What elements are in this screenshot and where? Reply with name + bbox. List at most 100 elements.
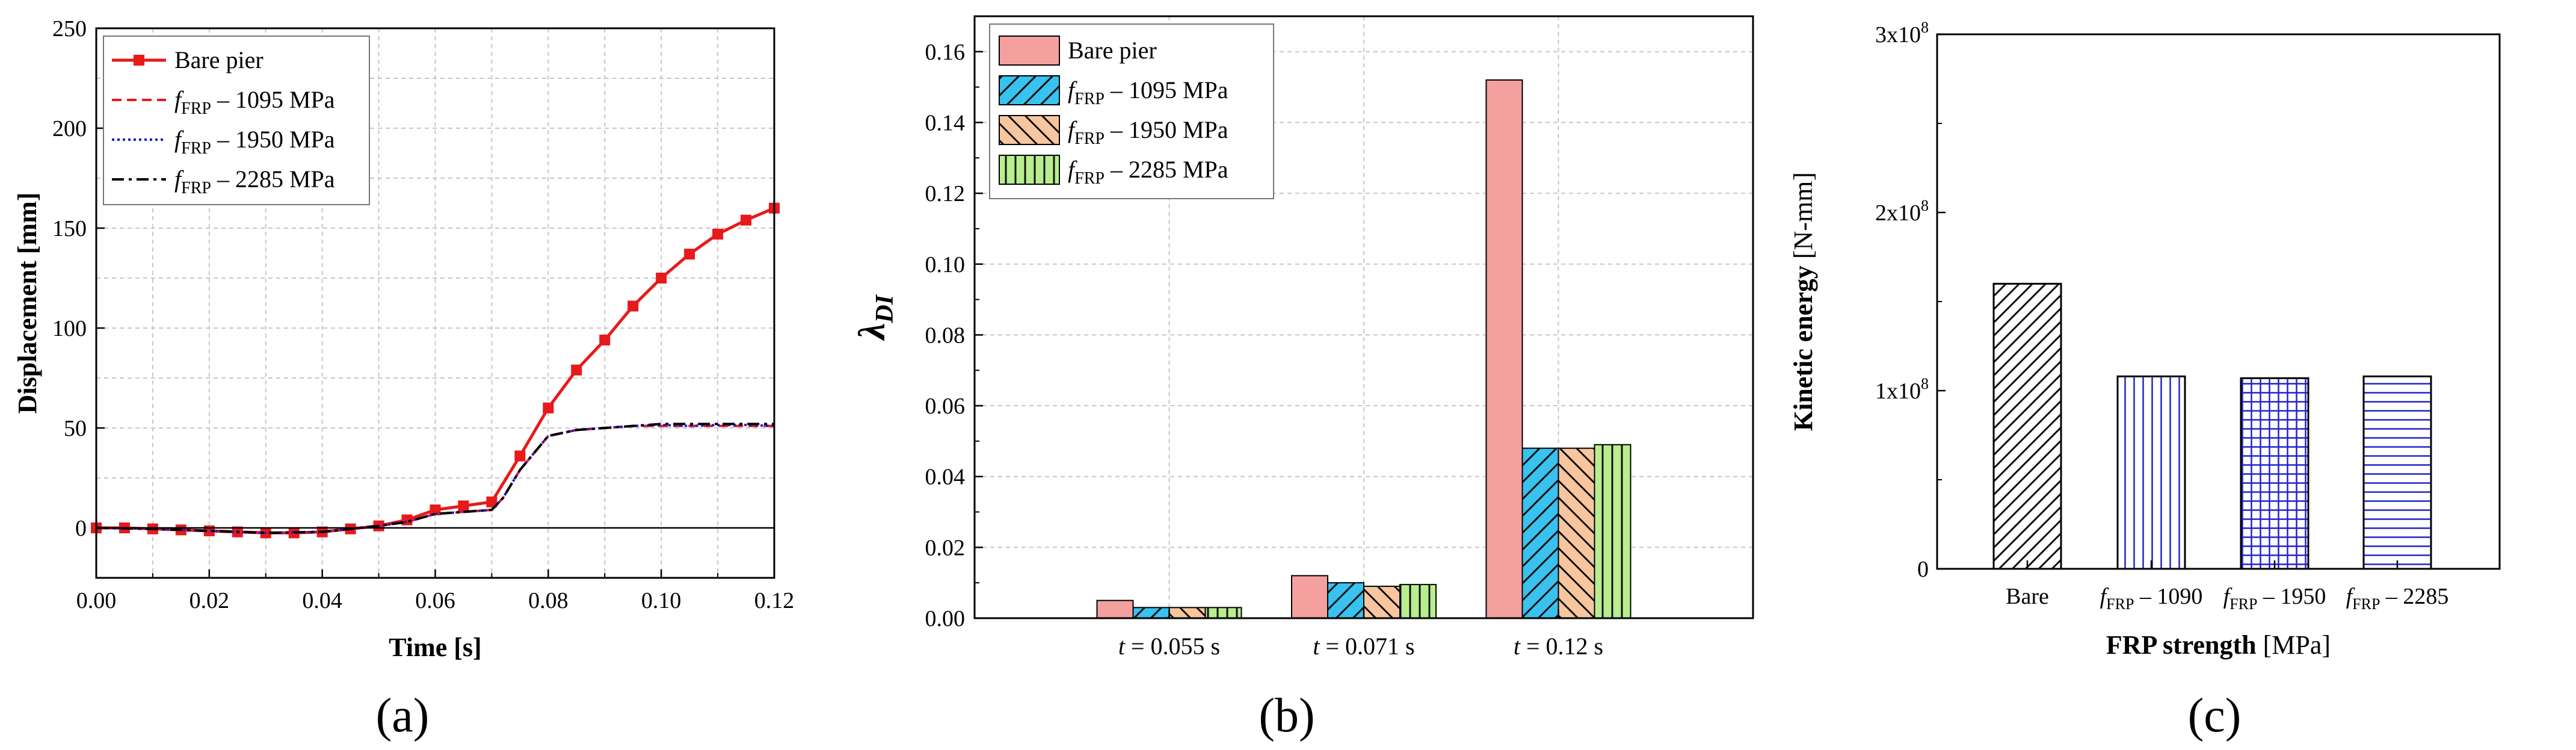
legend-label-rest: – 1950 MPa [1105,116,1228,143]
panel-label-b: (b) [1259,689,1314,742]
chart-b-damage-index: 0.00 0.02 0.04 0.06 0.08 0.10 0.12 0.14 0.16 t = … [852,15,1754,660]
y-axis-label-sub: DI [871,294,899,323]
bar-pattern [2118,377,2184,568]
x-category-label: fFRP – 1090 [2100,584,2203,613]
x-category-var: t [1514,633,1521,660]
x-axis-label-rest: [MPa] [2257,630,2331,660]
legend-label: Bare pier [174,46,263,73]
plot-frame [95,27,775,579]
bar-pattern [2364,377,2430,568]
y-tick-label: 0.02 [925,535,966,560]
y-tick-base: 2x10 [1875,200,1921,226]
data-marker [741,214,752,226]
bar-hatch [1558,448,1595,618]
y-tick-label: 1x108 [1875,375,1929,404]
data-marker [430,504,441,516]
data-marker [514,450,526,462]
y-tick-label: 0.08 [925,323,966,348]
legend-label-rest: – 2285 MPa [1105,156,1228,183]
legend-label: fFRP – 2285 MPa [1068,156,1228,188]
x-axis-label: FRP strength [MPa] [2106,630,2331,660]
y-tick-label: 2x108 [1875,197,1929,226]
y-tick-label: 0.10 [925,252,966,277]
y-axis-label: λDI [852,294,899,341]
x-category-var: t [1313,633,1320,660]
data-marker [684,249,695,260]
legend-label: fFRP – 2285 MPa [174,166,335,197]
y-tick-base: 0 [1917,557,1929,582]
x-category-var: t [1118,633,1126,660]
y-tick-label: 0.12 [925,181,966,206]
legend-label-sub: FRP [181,179,211,197]
y-tick-label: 200 [52,116,87,141]
data-marker [599,334,611,346]
bar-pattern [2242,379,2308,568]
x-category-rest: = 0.12 s [1520,633,1603,660]
legend-swatch-marker [134,55,144,66]
data-marker [458,500,469,512]
y-tick-base: 1x10 [1875,379,1921,404]
y-tick-label: 0.14 [925,110,966,135]
legend-label-rest: – 2285 MPa [211,166,335,193]
bar-hatch [1594,444,1631,618]
legend-label-sub: FRP [1074,90,1105,108]
data-marker [656,273,667,284]
y-axis-label: Kinetic energy [N-mm] [1789,172,1818,431]
data-marker [712,228,724,240]
x-category-label: fFRP – 2285 [2346,584,2449,613]
series-line-4 [96,423,774,535]
data-marker [571,364,582,376]
chart-a-displacement: 0.00 0.02 0.04 0.06 0.08 0.10 0.12 0 50 100 150 200… [13,16,794,662]
x-tick-label: 0.08 [528,588,569,613]
y-tick-exp: 8 [1921,19,1929,36]
y-axis-label-bold: Kinetic energy [1789,265,1818,431]
legend-box [103,36,370,205]
y-tick-label: 100 [52,316,87,341]
bar-hatch [1364,586,1400,618]
panel-label-c: (c) [2188,689,2242,742]
legend-swatch-hatch [999,155,1059,184]
y-tick-label: 0.16 [925,40,966,65]
bar-series-1 [1096,600,1134,619]
y-tick-label: 150 [52,216,87,241]
bar-hatch [1133,607,1169,618]
series-line-3 [96,424,775,535]
y-tick-label: 0.00 [925,606,966,631]
y-tick-label: 0.04 [925,465,966,490]
data-marker [543,402,554,414]
y-axis-label: Displacement [mm] [13,193,42,414]
legend-label: Bare pier [1068,37,1157,64]
x-category-rest: – 1090 [2134,584,2202,609]
bar-hatch [1205,607,1242,618]
bar-pattern [1994,284,2060,568]
data-marker [627,300,639,312]
y-tick-exp: 8 [1921,197,1929,214]
x-category-sub: FRP [2229,595,2257,613]
data-marker [486,496,498,507]
y-tick-label: 3x108 [1875,19,1929,48]
x-category-text: Bare [2006,584,2049,609]
legend-swatch [999,36,1060,66]
y-tick-base: 3x10 [1875,22,1921,48]
legend-label-rest: – 1095 MPa [211,86,335,113]
x-axis-label-bold: FRP strength [2106,630,2257,660]
x-axis-label: Time [s] [389,633,481,662]
legend-label: fFRP – 1950 MPa [174,126,335,158]
y-axis-label-main: λ [852,323,893,342]
bar-hatch [1328,583,1364,618]
x-tick-label: 0.04 [302,588,342,613]
plot-frame [1936,33,2501,570]
legend-swatch-hatch [999,116,1059,144]
bar-hatch [1169,607,1206,618]
y-tick-label: 0 [75,516,87,541]
x-category-label: fFRP – 1950 [2223,584,2326,613]
bar-hatch [1400,584,1436,618]
legend-label: fFRP – 1095 MPa [174,86,335,118]
legend-label-sub: FRP [181,99,211,118]
y-tick-label: 0.06 [925,394,966,419]
legend-label-text: Bare pier [1068,37,1157,64]
x-tick-label: 0.06 [415,588,455,613]
bar-series-1 [1485,79,1523,619]
